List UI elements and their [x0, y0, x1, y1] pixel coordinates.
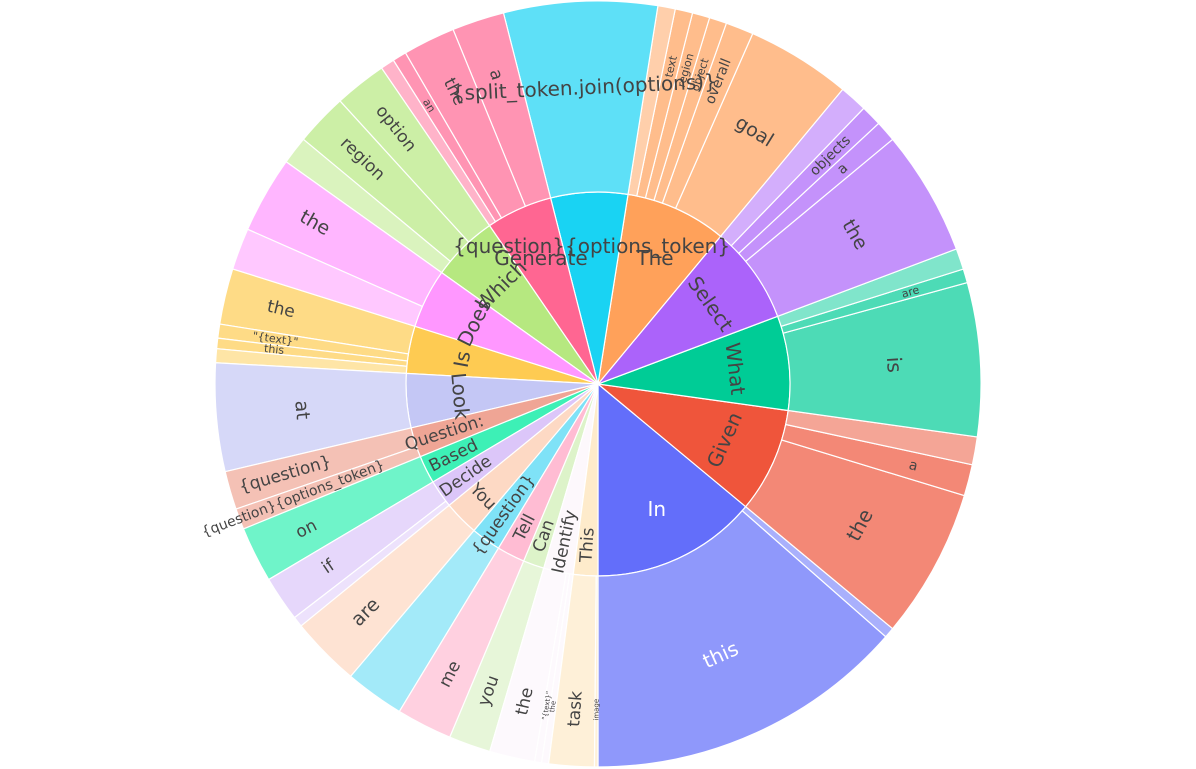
sunburst-rings — [214, 0, 982, 768]
outer-segment-this-image-1[interactable] — [593, 575, 599, 768]
outer-segment-in-this-0[interactable] — [597, 509, 887, 768]
